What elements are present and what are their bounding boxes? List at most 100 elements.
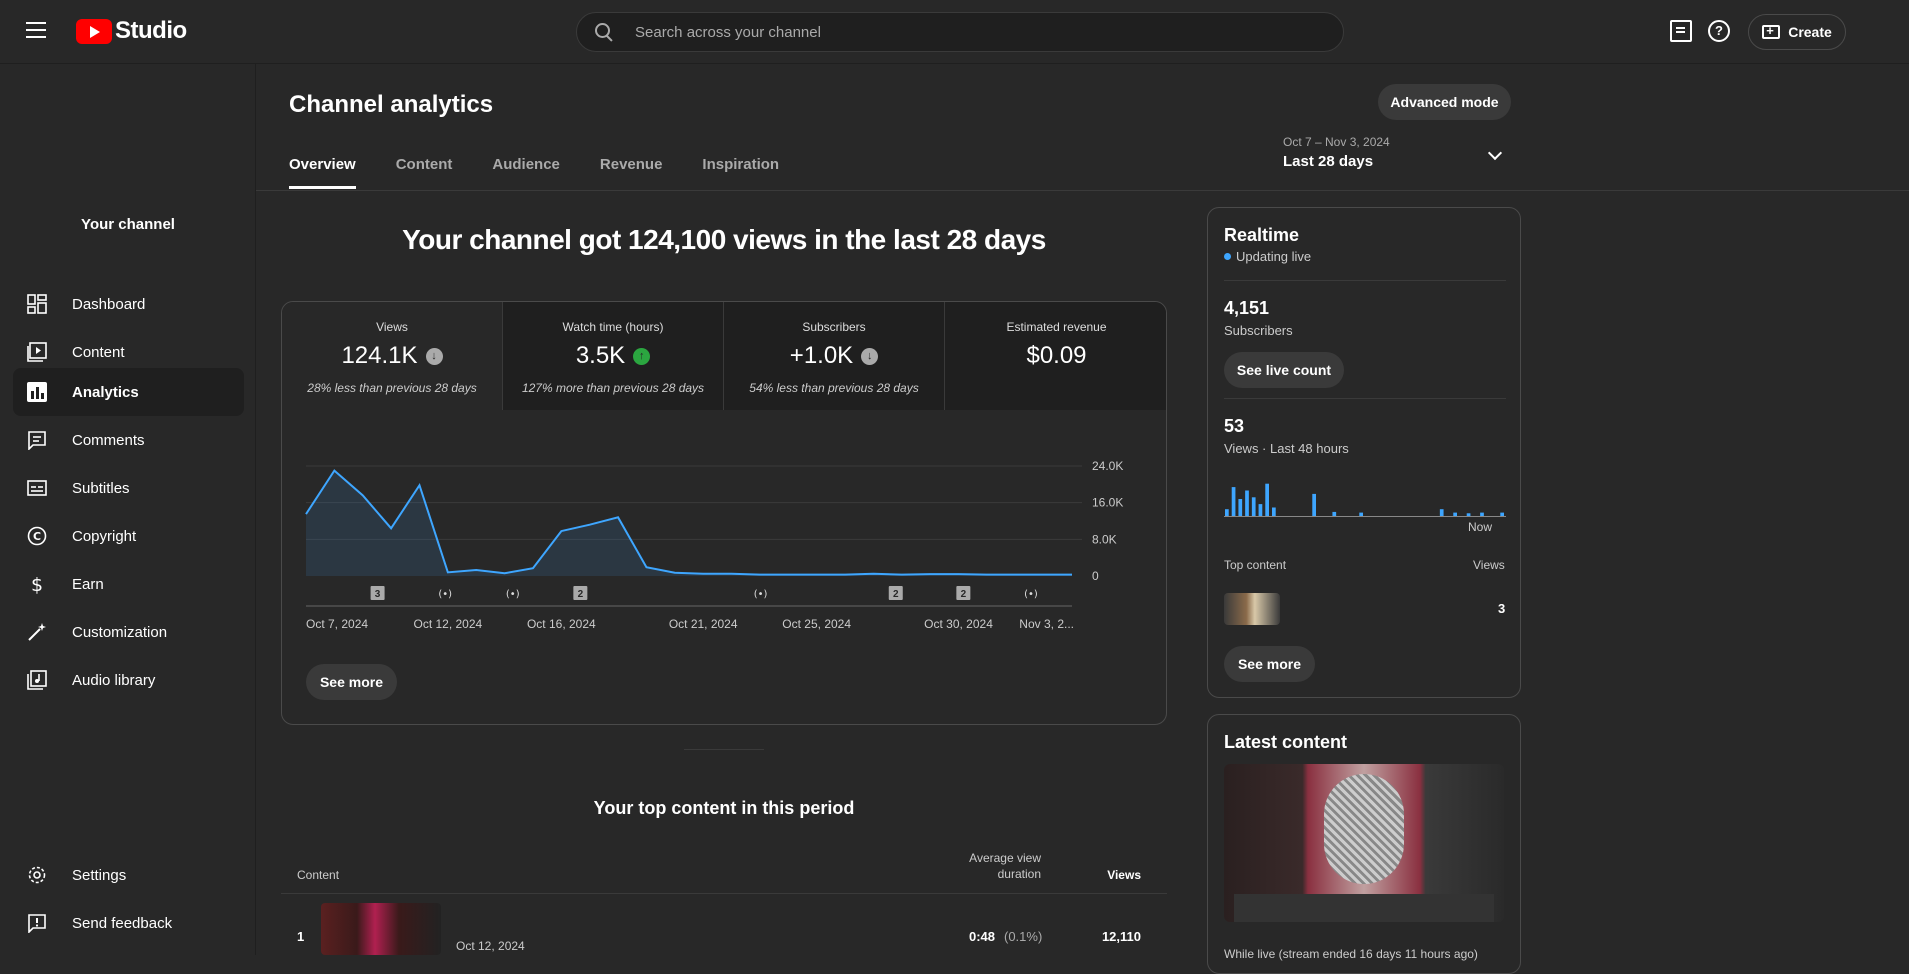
upload-marker bbox=[956, 586, 971, 600]
upload-marker bbox=[573, 586, 588, 600]
latest-content-thumbnail[interactable] bbox=[1224, 764, 1504, 922]
row-date: Oct 12, 2024 bbox=[456, 939, 525, 953]
realtime-card: Realtime Updating live 4,151 Subscribers… bbox=[1207, 207, 1521, 698]
divider bbox=[1224, 280, 1506, 281]
arrow-down-icon: ↓ bbox=[861, 347, 879, 365]
live-stream-marker-icon: (•) bbox=[1024, 589, 1038, 600]
sidebar-item-label: Comments bbox=[72, 431, 145, 449]
sidebar-item-label: Settings bbox=[72, 866, 127, 884]
sidebar-item-earn[interactable]: $ Earn bbox=[13, 560, 244, 608]
metric-views[interactable]: Views 124.1K ↓ 28% less than previous 28 … bbox=[282, 302, 503, 410]
messages-icon[interactable] bbox=[1670, 20, 1692, 42]
top-content-thumbnail[interactable] bbox=[1224, 593, 1280, 625]
x-tick-label: Oct 21, 2024 bbox=[669, 617, 738, 631]
column-header-avd[interactable]: Average view duration bbox=[969, 851, 1041, 881]
customization-icon bbox=[28, 623, 46, 641]
help-icon[interactable]: ? bbox=[1708, 20, 1730, 42]
tab-inspiration[interactable]: Inspiration bbox=[702, 156, 780, 173]
column-header-views[interactable]: Views bbox=[1107, 868, 1141, 882]
metric-label: Subscribers bbox=[802, 320, 866, 334]
sidebar-item-copyright[interactable]: C Copyright bbox=[13, 512, 244, 560]
search-bar[interactable] bbox=[576, 12, 1344, 52]
metric-subscribers[interactable]: Subscribers +1.0K ↓ 54% less than previou… bbox=[724, 302, 945, 410]
analytics-icon bbox=[27, 382, 47, 402]
sidebar-item-dashboard[interactable]: Dashboard bbox=[13, 280, 244, 328]
create-button[interactable]: Create bbox=[1748, 14, 1846, 50]
row-views: 12,110 bbox=[1101, 929, 1141, 944]
metric-value: 3.5K bbox=[575, 342, 626, 369]
upload-marker-count: 2 bbox=[578, 589, 584, 600]
metric-value: +1.0K bbox=[789, 342, 854, 369]
sidebar-item-customization[interactable]: Customization bbox=[13, 608, 244, 656]
sidebar-item-subtitles[interactable]: Subtitles bbox=[13, 464, 244, 512]
dashboard-icon bbox=[27, 294, 47, 314]
search-input[interactable] bbox=[635, 23, 1285, 41]
column-header-content: Content bbox=[297, 868, 340, 882]
sidebar-item-send-feedback[interactable]: Send feedback bbox=[13, 899, 244, 947]
tabs-divider bbox=[256, 190, 1909, 191]
feedback-icon bbox=[28, 914, 46, 933]
page-title: Channel analytics bbox=[289, 91, 494, 118]
tab-revenue[interactable]: Revenue bbox=[599, 156, 663, 173]
realtime-status: Updating live bbox=[1224, 249, 1311, 264]
metric-label: Estimated revenue bbox=[1006, 320, 1107, 334]
tab-content[interactable]: Content bbox=[395, 156, 453, 173]
realtime-title: Realtime bbox=[1224, 225, 1300, 245]
realtime-bar bbox=[1225, 509, 1229, 516]
latest-content-card: Latest content While live (stream ended … bbox=[1207, 714, 1521, 974]
realtime-bar bbox=[1272, 507, 1276, 516]
realtime-bar bbox=[1238, 499, 1243, 516]
see-more-button[interactable]: See more bbox=[306, 664, 397, 700]
metric-estimated-revenue[interactable]: Estimated revenue $0.09 bbox=[945, 302, 1166, 410]
chevron-down-icon[interactable] bbox=[1487, 145, 1503, 161]
x-tick-label: Oct 16, 2024 bbox=[527, 617, 596, 631]
realtime-see-more-button[interactable]: See more bbox=[1224, 646, 1315, 682]
realtime-bar bbox=[1466, 513, 1471, 516]
sidebar-item-label: Dashboard bbox=[72, 295, 146, 313]
upload-marker bbox=[370, 586, 385, 600]
y-tick-label: 16.0K bbox=[1092, 496, 1123, 510]
views-column-label: Views bbox=[1473, 558, 1505, 572]
metric-value-row: 3.5K ↑ bbox=[503, 342, 723, 370]
x-tick-label: Oct 30, 2024 bbox=[924, 617, 993, 631]
realtime-bar bbox=[1251, 497, 1256, 516]
sidebar-item-audio-library[interactable]: Audio library bbox=[13, 656, 244, 704]
sidebar-item-comments[interactable]: Comments bbox=[13, 416, 244, 464]
your-channel-label[interactable]: Your channel bbox=[81, 216, 175, 233]
video-thumbnail[interactable] bbox=[321, 903, 441, 955]
realtime-bar bbox=[1453, 512, 1457, 516]
arrow-up-icon: ↑ bbox=[633, 347, 651, 365]
y-tick-label: 24.0K bbox=[1092, 459, 1123, 473]
table-row[interactable]: 1 Oct 12, 2024 0:48 (0.1%) 12,110 bbox=[281, 895, 1167, 955]
gear-icon bbox=[28, 866, 46, 884]
section-divider bbox=[684, 749, 764, 750]
advanced-mode-button[interactable]: Advanced mode bbox=[1378, 84, 1511, 120]
studio-logo[interactable]: Studio bbox=[76, 17, 187, 45]
menu-icon[interactable] bbox=[26, 22, 46, 38]
realtime-bar bbox=[1265, 483, 1269, 516]
sidebar: Your channel Dashboard Content Analytics… bbox=[0, 64, 256, 955]
see-live-count-button[interactable]: See live count bbox=[1224, 352, 1344, 388]
upload-marker-count: 3 bbox=[375, 589, 381, 600]
sidebar-item-label: Customization bbox=[72, 623, 168, 641]
logo-text: Studio bbox=[115, 17, 187, 44]
realtime-views-chart bbox=[1224, 483, 1506, 517]
live-dot-icon bbox=[1224, 253, 1231, 260]
y-tick-label: 8.0K bbox=[1092, 532, 1117, 546]
sidebar-item-label: Analytics bbox=[72, 383, 139, 401]
date-range-picker[interactable]: Oct 7 – Nov 3, 2024 Last 28 days bbox=[1283, 135, 1390, 170]
realtime-bar bbox=[1332, 511, 1337, 516]
metric-value-row: 124.1K ↓ bbox=[282, 342, 502, 370]
top-content-label: Top content bbox=[1224, 558, 1287, 572]
search-icon[interactable] bbox=[595, 23, 613, 41]
tab-audience[interactable]: Audience bbox=[492, 156, 560, 173]
realtime-status-text: Updating live bbox=[1236, 249, 1312, 264]
realtime-bar bbox=[1312, 493, 1316, 516]
sidebar-item-settings[interactable]: Settings bbox=[13, 851, 244, 899]
tab-overview[interactable]: Overview bbox=[289, 156, 356, 189]
sidebar-item-analytics[interactable]: Analytics bbox=[13, 368, 244, 416]
metric-value: 124.1K bbox=[341, 342, 418, 369]
realtime-bar bbox=[1500, 512, 1504, 516]
metric-watch-time[interactable]: Watch time (hours) 3.5K ↑ 127% more than … bbox=[503, 302, 724, 410]
sidebar-item-content[interactable]: Content bbox=[13, 328, 244, 376]
